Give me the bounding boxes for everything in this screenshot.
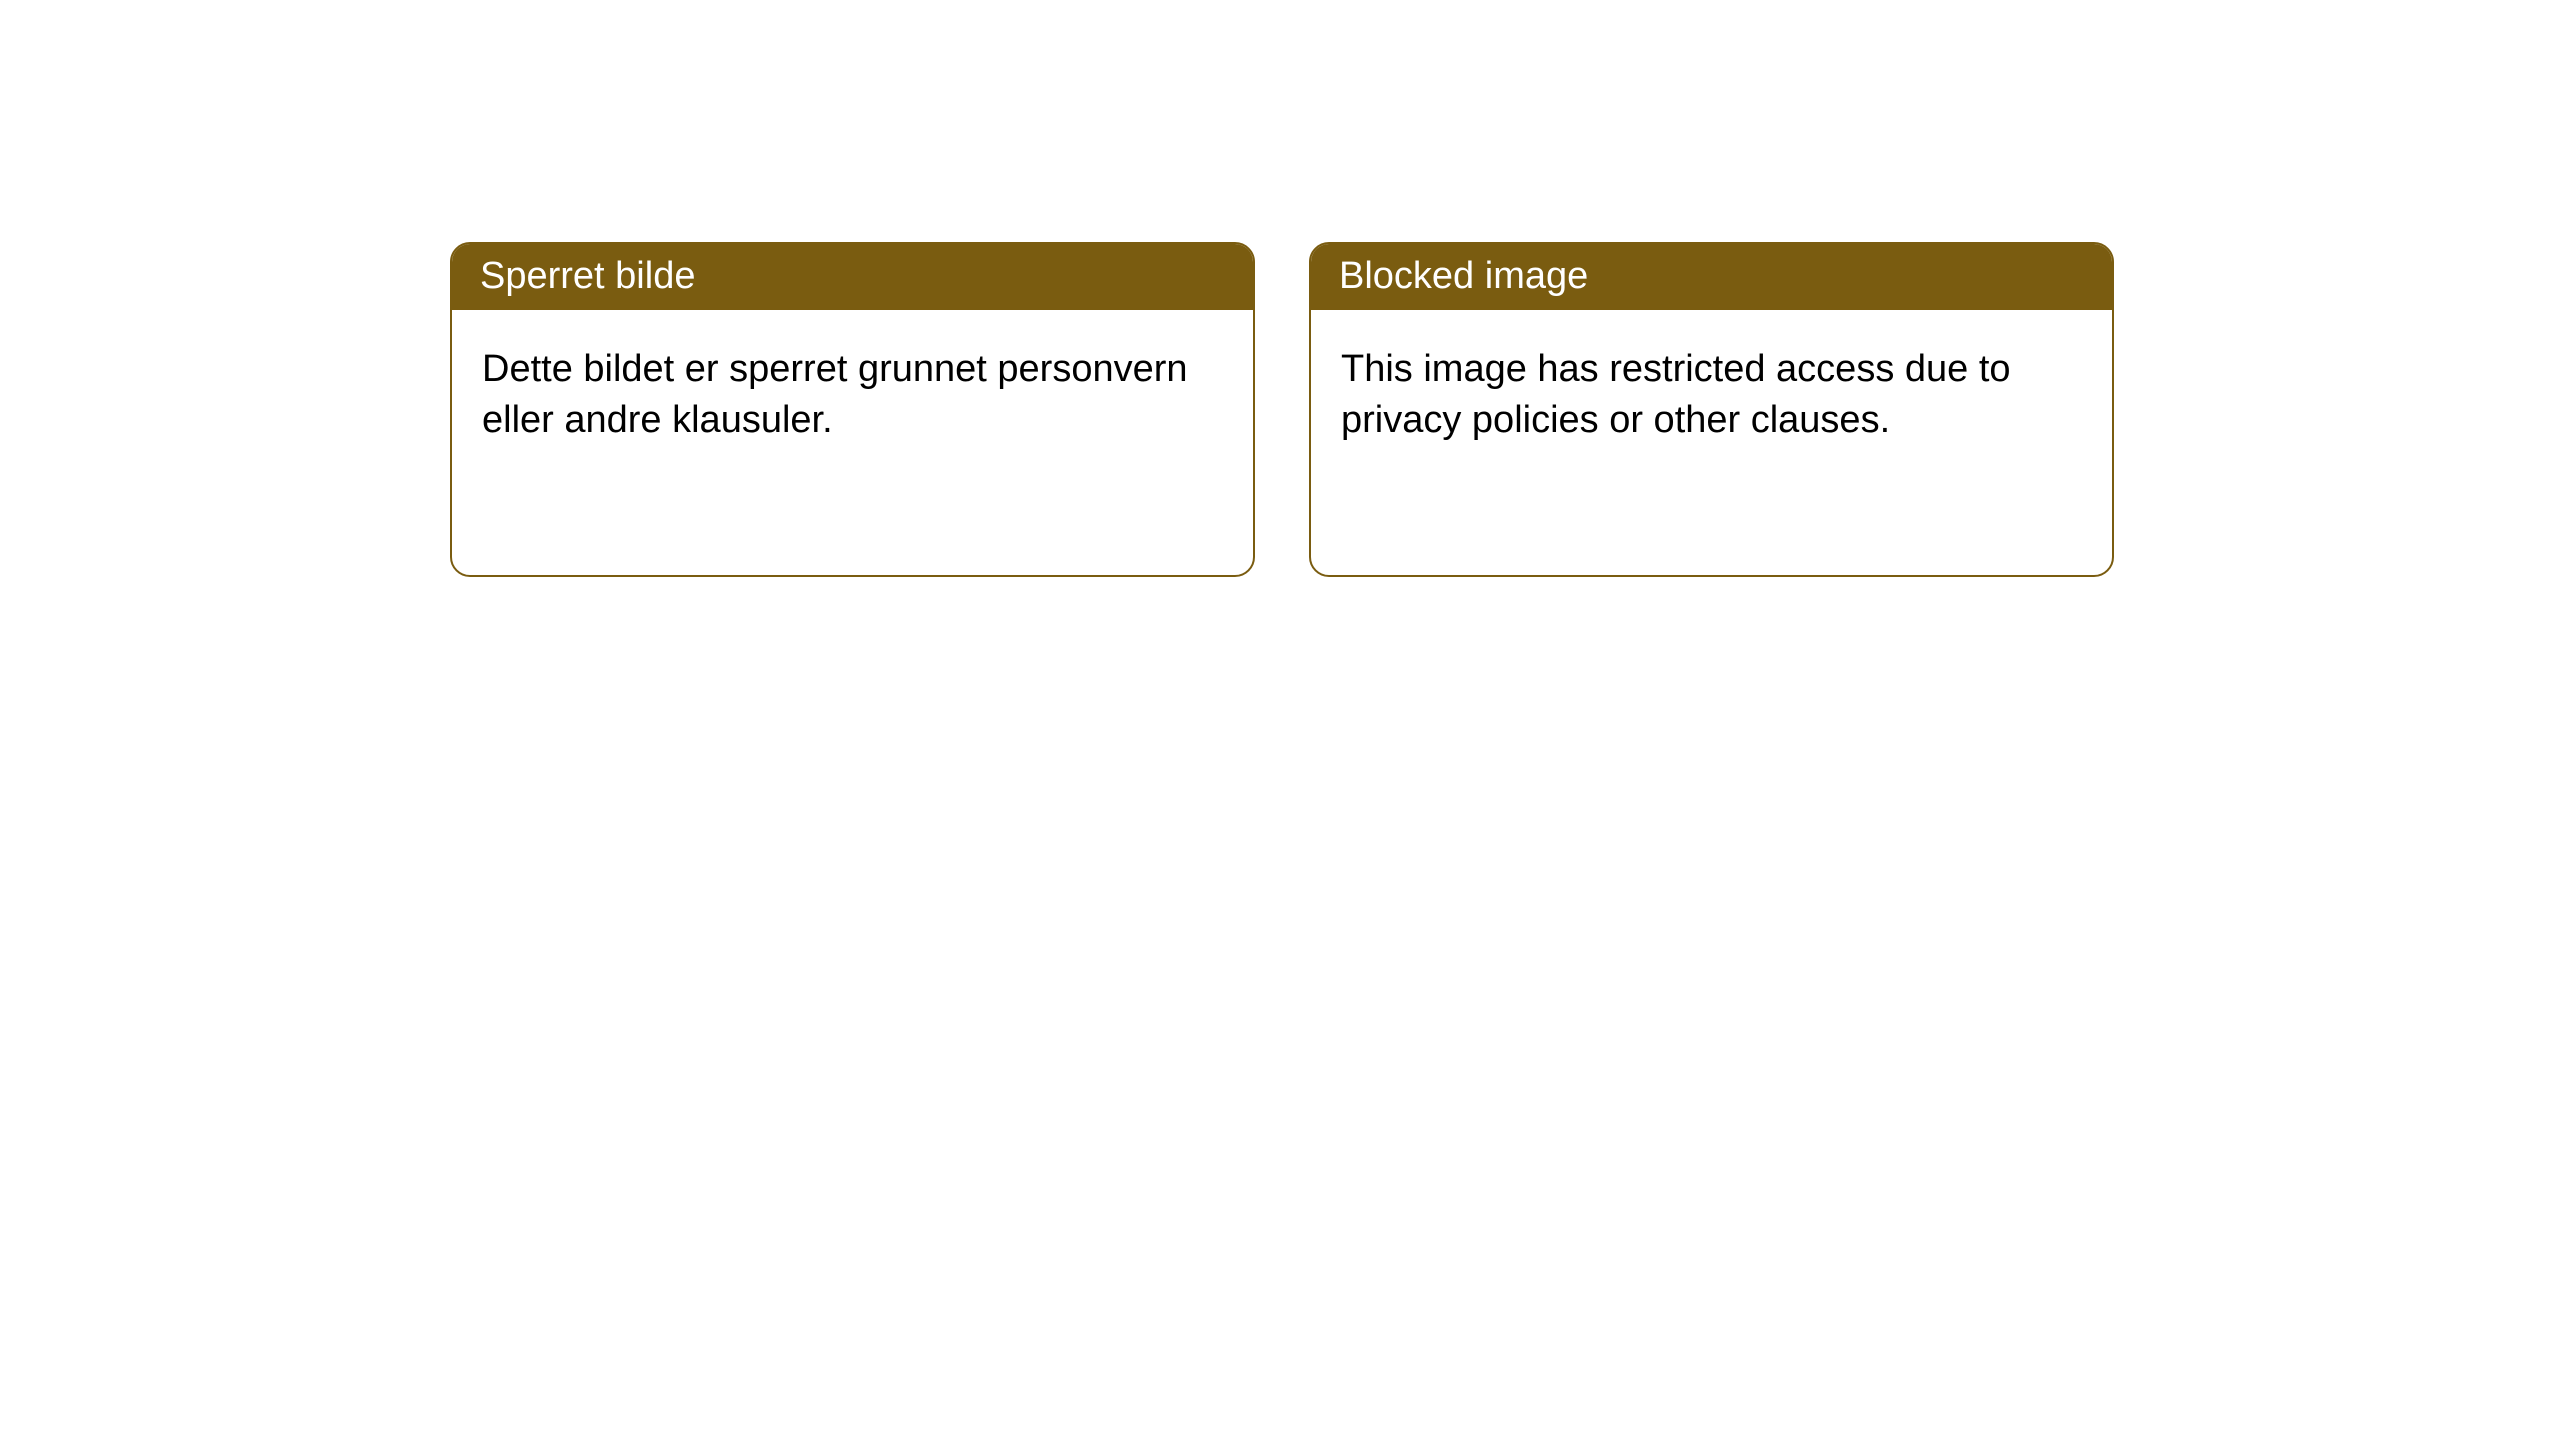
notice-card-title: Sperret bilde: [452, 244, 1253, 310]
notice-cards-container: Sperret bilde Dette bildet er sperret gr…: [0, 0, 2560, 577]
notice-card-english: Blocked image This image has restricted …: [1309, 242, 2114, 577]
notice-card-body: Dette bildet er sperret grunnet personve…: [452, 310, 1253, 481]
notice-card-title: Blocked image: [1311, 244, 2112, 310]
notice-card-body: This image has restricted access due to …: [1311, 310, 2112, 481]
notice-card-norwegian: Sperret bilde Dette bildet er sperret gr…: [450, 242, 1255, 577]
